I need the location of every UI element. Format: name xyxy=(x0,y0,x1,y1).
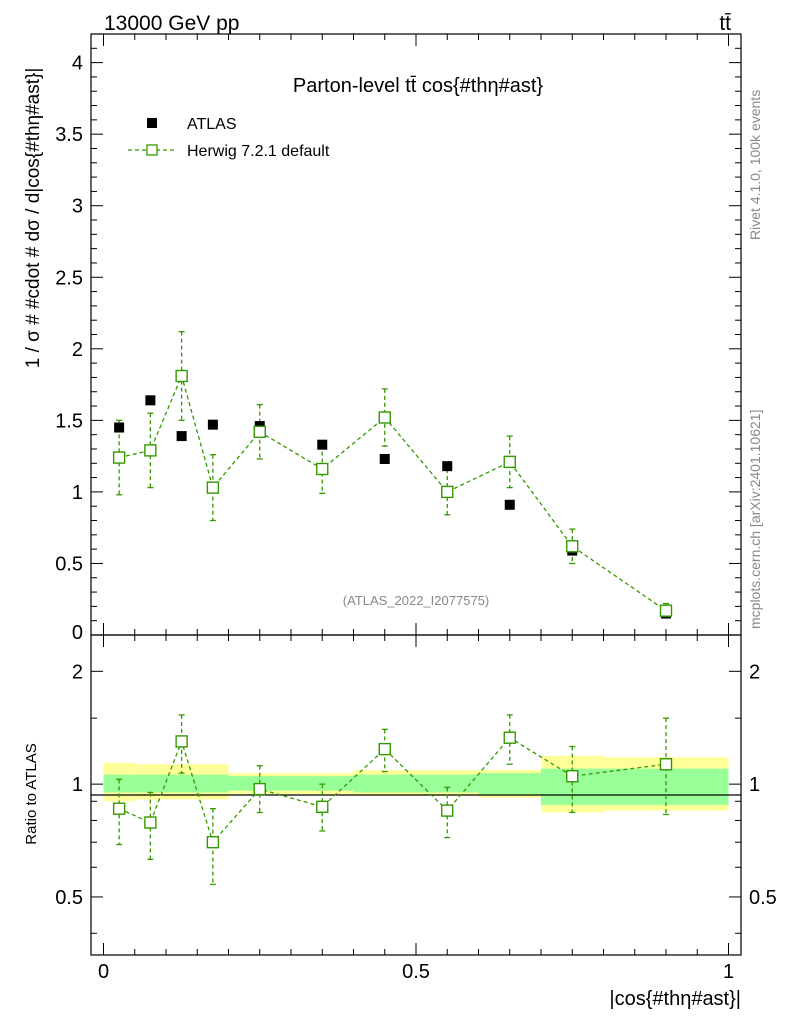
atlas-data-point xyxy=(207,419,218,430)
y-tick-label: 3.5 xyxy=(55,124,83,146)
herwig-data-point xyxy=(566,540,579,553)
plot-title: Parton-level tt̄ cos{#thη#ast} xyxy=(293,75,543,97)
atlas-data-point xyxy=(317,439,328,450)
ratio-data-point xyxy=(316,800,329,813)
legend-herwig-marker xyxy=(146,144,158,156)
energy-label: 13000 GeV pp xyxy=(104,12,239,35)
herwig-data-point xyxy=(253,425,266,439)
ratio-data-point xyxy=(441,804,454,817)
herwig-data-point xyxy=(144,444,157,457)
ratio-y-tick-label-right: 0.5 xyxy=(749,887,777,909)
uncertainty-band-inner xyxy=(166,774,198,793)
ratio-data-point xyxy=(378,742,391,756)
atlas-data-point xyxy=(176,431,187,442)
atlas-data-point xyxy=(145,395,156,406)
ratio-data-point xyxy=(659,758,673,771)
y-axis-label: 1 / σ # #cdot # dσ / d|cos{#thη#ast}| xyxy=(23,68,44,369)
herwig-data-point xyxy=(659,604,673,617)
legend-atlas-marker xyxy=(147,118,157,128)
herwig-data-point xyxy=(378,411,391,424)
herwig-data-point xyxy=(112,451,126,464)
ratio-y-tick-label: 2 xyxy=(72,661,83,683)
ratio-panel: 0.5 0.5 1 1 2 2 0 0.5 1 Ratio to ATLAS |cos{#thη… xyxy=(23,634,777,1010)
atlas-data-point xyxy=(504,499,515,510)
atlas-data-point xyxy=(379,453,390,464)
legend-atlas-label: ATLAS xyxy=(187,116,237,133)
rivet-version-label: Rivet 4.1.0, 100k events xyxy=(747,90,763,240)
ratio-data-point xyxy=(566,769,579,783)
atlas-data-point xyxy=(114,422,125,433)
uncertainty-band-inner xyxy=(134,774,166,793)
main-panel: 0.5 1 1.5 2 2.5 3 3.5 4 0 Parton-level tt̄ cos{#… xyxy=(23,33,742,644)
y-tick-label: 0.5 xyxy=(55,553,83,575)
y-tick-label: 4 xyxy=(72,53,83,75)
y-tick-label-cut: 0 xyxy=(72,622,83,644)
ratio-y-tick-label-right: 2 xyxy=(749,661,760,683)
ratio-series-line xyxy=(118,736,667,844)
x-tick-label: 1 xyxy=(723,961,734,983)
y-tick-label: 2 xyxy=(72,339,83,361)
legend-herwig-label: Herwig 7.2.1 default xyxy=(187,143,330,160)
ratio-data-point xyxy=(112,802,126,815)
uncertainty-band-inner xyxy=(197,774,229,793)
herwig-data-point xyxy=(441,485,454,499)
uncertainty-band-inner xyxy=(416,774,479,793)
ratio-data-point xyxy=(253,782,266,796)
legend: ATLAS Herwig 7.2.1 default xyxy=(128,116,330,160)
ratio-data-point xyxy=(144,816,157,829)
atlas-data-point xyxy=(442,461,453,472)
ratio-y-axis-label: Ratio to ATLAS xyxy=(23,743,40,844)
uncertainty-band-inner xyxy=(603,768,729,805)
x-tick-label: 0 xyxy=(98,961,109,983)
herwig-data-point xyxy=(316,462,329,476)
ratio-y-tick-label-right: 1 xyxy=(749,774,760,796)
ratio-data-point xyxy=(503,731,516,744)
ratio-data-point xyxy=(206,835,220,849)
uncertainty-band-inner xyxy=(103,774,135,793)
ratio-y-tick-label: 1 xyxy=(72,774,83,796)
ratio-data-point xyxy=(175,735,188,748)
uncertainty-band-inner xyxy=(478,773,541,795)
uncertainty-band-inner xyxy=(353,774,416,793)
herwig-data-point xyxy=(206,481,220,494)
herwig-data-point xyxy=(503,455,516,469)
herwig-data-point xyxy=(175,369,188,383)
y-tick-label: 1 xyxy=(72,482,83,504)
y-tick-label: 2.5 xyxy=(55,267,83,289)
mcplots-label: mcplots.cern.ch [arXiv:2401.10621] xyxy=(747,410,763,629)
ratio-y-tick-label: 0.5 xyxy=(55,887,83,909)
x-tick-label: 0.5 xyxy=(402,961,430,983)
herwig-series-line xyxy=(118,374,667,612)
y-tick-label: 3 xyxy=(72,196,83,218)
x-axis-label: |cos{#thη#ast}| xyxy=(609,988,741,1010)
analysis-watermark: (ATLAS_2022_I2077575) xyxy=(343,593,489,608)
process-label: tt̄ xyxy=(719,12,731,35)
y-tick-label: 1.5 xyxy=(55,410,83,432)
